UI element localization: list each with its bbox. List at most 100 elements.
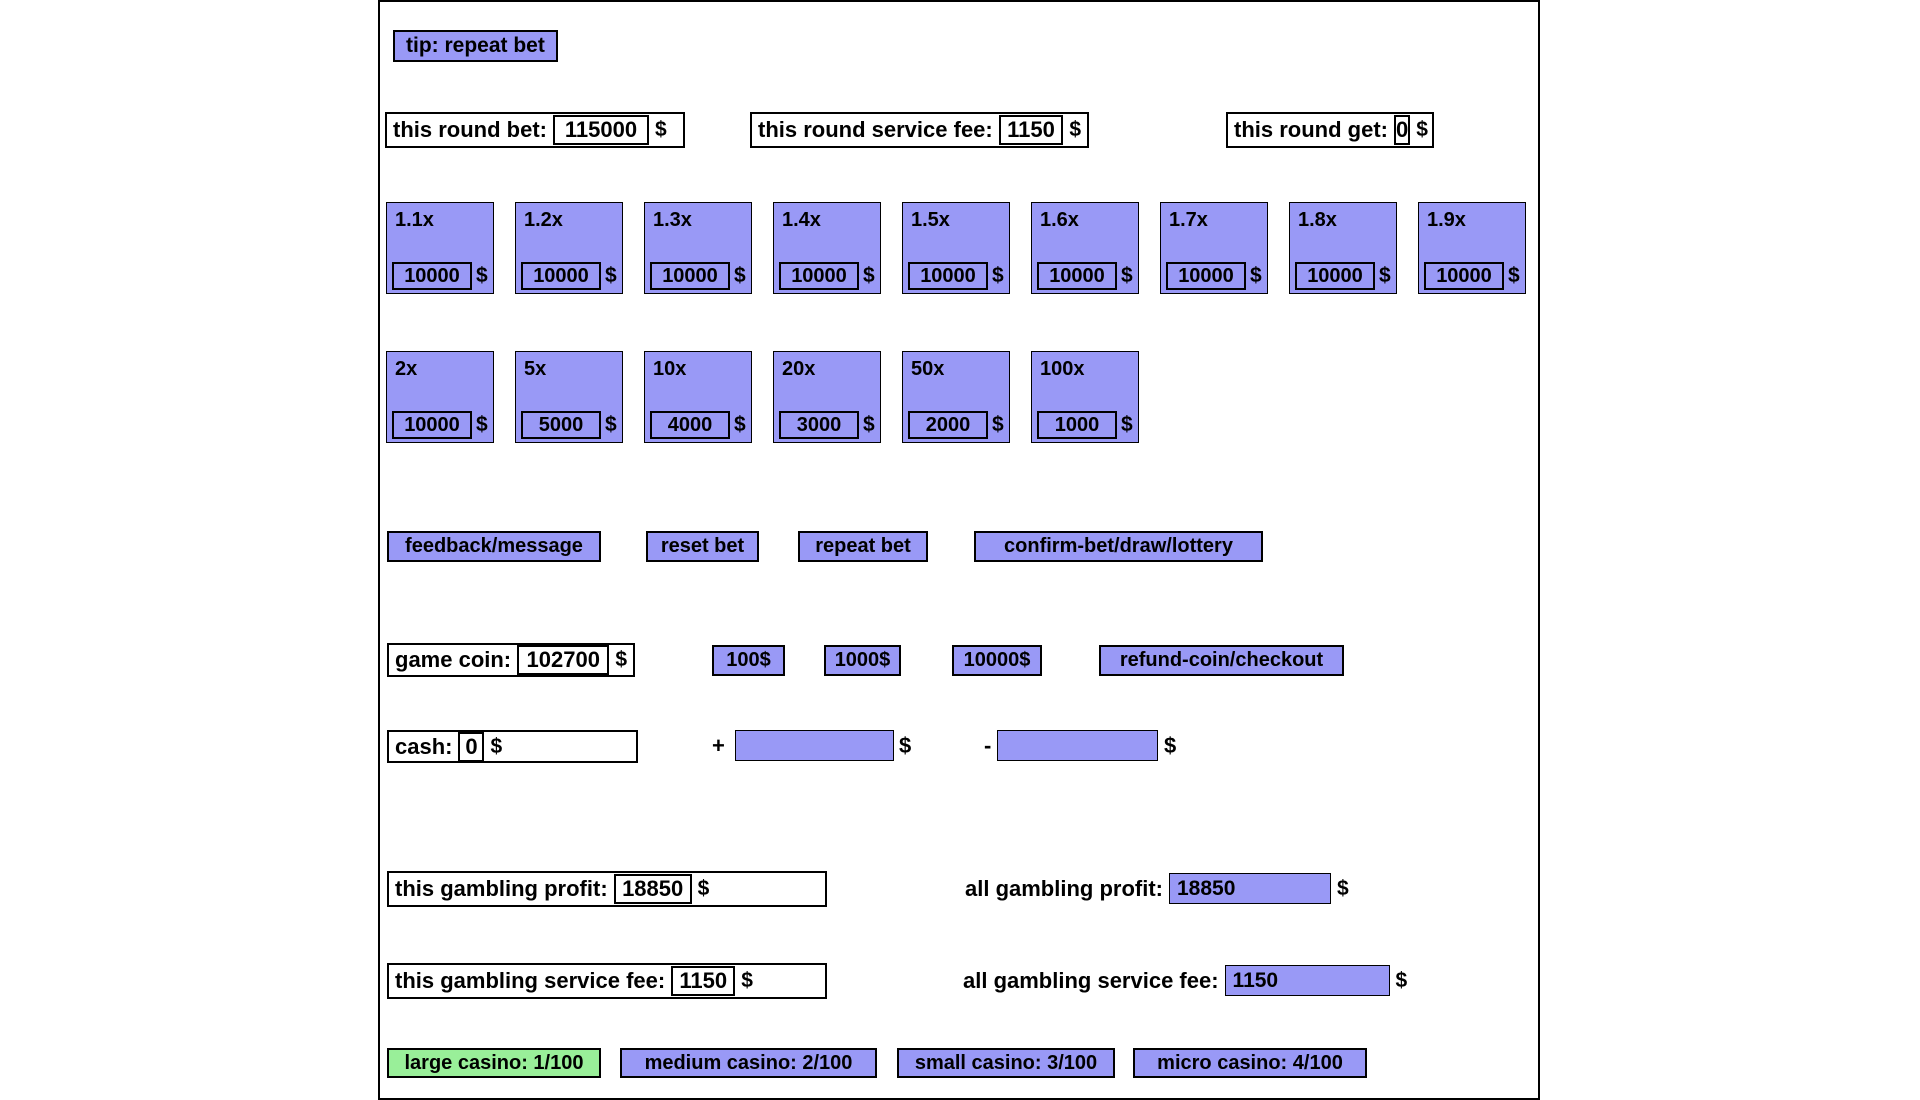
currency-label: $ <box>1337 876 1349 900</box>
all-gambling-profit-label: all gambling profit: <box>965 875 1163 901</box>
round-bet-label: this round bet: <box>393 117 547 142</box>
bet-amount-input[interactable]: 10000 <box>1424 262 1504 290</box>
multiplier-label: 100x <box>1040 358 1085 380</box>
all-gambling-service-fee-label: all gambling service fee: <box>963 967 1219 993</box>
tab-micro-casino[interactable]: micro casino: 4/100 <box>1133 1048 1367 1078</box>
bet-amount-input[interactable]: 10000 <box>392 411 472 439</box>
bet-box-1.7x[interactable]: 1.7x 10000 $ <box>1160 202 1268 294</box>
currency-label: $ <box>1121 413 1133 436</box>
this-gambling-service-fee-input[interactable]: 1150 <box>671 966 736 996</box>
bet-box-1.4x[interactable]: 1.4x 10000 $ <box>773 202 881 294</box>
currency-label: $ <box>490 734 503 758</box>
bet-box-1.3x[interactable]: 1.3x 10000 $ <box>644 202 752 294</box>
bet-amount-input[interactable]: 3000 <box>779 411 859 439</box>
multiplier-label: 50x <box>911 358 945 380</box>
round-get-label: this round get: <box>1234 117 1388 142</box>
currency-label: $ <box>734 413 746 436</box>
all-gambling-profit-row: all gambling profit: 18850 $ <box>965 873 1349 904</box>
bet-box-100x[interactable]: 100x 1000 $ <box>1031 351 1139 443</box>
multiplier-label: 1.1x <box>395 209 434 231</box>
withdraw-amount-input[interactable] <box>997 730 1158 761</box>
withdraw-minus-sign: - <box>984 733 992 758</box>
round-get-input[interactable]: 0 <box>1393 115 1411 145</box>
round-bet-input[interactable]: 115000 <box>552 115 649 145</box>
round-service-fee-box: this round service fee: 1150 $ <box>750 112 1089 148</box>
all-gambling-profit-input[interactable]: 18850 <box>1169 873 1331 904</box>
multiplier-label: 5x <box>524 358 547 380</box>
deposit-plus-sign: + <box>712 733 725 758</box>
bet-amount-input[interactable]: 10000 <box>908 262 988 290</box>
reset-bet-button[interactable]: reset bet <box>646 531 759 562</box>
bet-amount-input[interactable]: 10000 <box>392 262 472 290</box>
tab-small-casino[interactable]: small casino: 3/100 <box>897 1048 1115 1078</box>
deposit-amount-input[interactable] <box>735 730 894 761</box>
this-gambling-profit-input[interactable]: 18850 <box>613 874 692 904</box>
tab-medium-casino[interactable]: medium casino: 2/100 <box>620 1048 877 1078</box>
bet-amount-input[interactable]: 10000 <box>1037 262 1117 290</box>
round-service-fee-label: this round service fee: <box>758 117 993 142</box>
bet-amount-input[interactable]: 4000 <box>650 411 730 439</box>
cash-input[interactable]: 0 <box>458 731 485 762</box>
currency-label: $ <box>1121 264 1133 287</box>
repeat-bet-button[interactable]: repeat bet <box>798 531 928 562</box>
game-coin-label: game coin: <box>395 647 512 672</box>
add-coin-10000-button[interactable]: 10000$ <box>952 645 1042 676</box>
multiplier-row-2: 2x 10000 $ 5x 5000 $ 10x 4000 $ 20x 3000 $ 5… <box>386 351 1139 443</box>
currency-label: $ <box>654 118 667 141</box>
bet-box-1.8x[interactable]: 1.8x 10000 $ <box>1289 202 1397 294</box>
currency-label: $ <box>605 264 617 287</box>
bet-amount-input[interactable]: 10000 <box>779 262 859 290</box>
this-gambling-profit-label: this gambling profit: <box>395 876 608 901</box>
currency-label: $ <box>734 264 746 287</box>
currency-label: $ <box>1395 968 1408 992</box>
bet-box-10x[interactable]: 10x 4000 $ <box>644 351 752 443</box>
bet-amount-input[interactable]: 10000 <box>1295 262 1375 290</box>
bet-box-1.5x[interactable]: 1.5x 10000 $ <box>902 202 1010 294</box>
tab-large-casino[interactable]: large casino: 1/100 <box>387 1048 601 1078</box>
add-coin-100-button[interactable]: 100$ <box>712 645 785 676</box>
currency-label: $ <box>863 264 875 287</box>
bet-amount-input[interactable]: 10000 <box>650 262 730 290</box>
currency-label: $ <box>863 413 875 436</box>
multiplier-label: 1.3x <box>653 209 692 231</box>
refund-coin-checkout-button[interactable]: refund-coin/checkout <box>1099 645 1344 676</box>
multiplier-label: 1.7x <box>1169 209 1208 231</box>
currency-label: $ <box>741 969 753 992</box>
bet-box-1.1x[interactable]: 1.1x 10000 $ <box>386 202 494 294</box>
bet-box-50x[interactable]: 50x 2000 $ <box>902 351 1010 443</box>
bet-box-20x[interactable]: 20x 3000 $ <box>773 351 881 443</box>
this-gambling-profit-box: this gambling profit: 18850 $ <box>387 871 827 907</box>
bet-amount-input[interactable]: 5000 <box>521 411 601 439</box>
bet-box-2x[interactable]: 2x 10000 $ <box>386 351 494 443</box>
bet-amount-input[interactable]: 10000 <box>1166 262 1246 290</box>
all-gambling-service-fee-input[interactable]: 1150 <box>1224 965 1390 996</box>
bet-amount-input[interactable]: 10000 <box>521 262 601 290</box>
game-panel: tip: repeat bet this round bet: 115000 $… <box>378 0 1540 1100</box>
bet-amount-input[interactable]: 1000 <box>1037 411 1117 439</box>
multiplier-label: 1.4x <box>782 209 821 231</box>
bet-box-5x[interactable]: 5x 5000 $ <box>515 351 623 443</box>
add-coin-1000-button[interactable]: 1000$ <box>824 645 901 676</box>
bet-box-1.2x[interactable]: 1.2x 10000 $ <box>515 202 623 294</box>
confirm-bet-draw-lottery-button[interactable]: confirm-bet/draw/lottery <box>974 531 1263 562</box>
bet-box-1.6x[interactable]: 1.6x 10000 $ <box>1031 202 1139 294</box>
this-gambling-service-fee-box: this gambling service fee: 1150 $ <box>387 963 827 999</box>
multiplier-label: 1.9x <box>1427 209 1466 231</box>
currency-label: $ <box>1069 118 1081 141</box>
round-get-box: this round get: 0 $ <box>1226 112 1434 148</box>
currency-label: $ <box>992 264 1004 287</box>
bet-box-1.9x[interactable]: 1.9x 10000 $ <box>1418 202 1526 294</box>
multiplier-label: 1.5x <box>911 209 950 231</box>
round-bet-box: this round bet: 115000 $ <box>385 112 685 148</box>
currency-label: $ <box>899 733 912 758</box>
round-service-fee-input[interactable]: 1150 <box>998 115 1064 145</box>
currency-label: $ <box>1250 264 1262 287</box>
multiplier-label: 1.2x <box>524 209 563 231</box>
feedback-message-button[interactable]: feedback/message <box>387 531 601 562</box>
game-coin-input[interactable]: 102700 <box>517 645 610 675</box>
currency-label: $ <box>1508 264 1520 287</box>
cash-box: cash: 0 $ <box>387 730 638 763</box>
bet-amount-input[interactable]: 2000 <box>908 411 988 439</box>
cash-label: cash: <box>395 733 453 759</box>
currency-label: $ <box>1416 118 1428 141</box>
